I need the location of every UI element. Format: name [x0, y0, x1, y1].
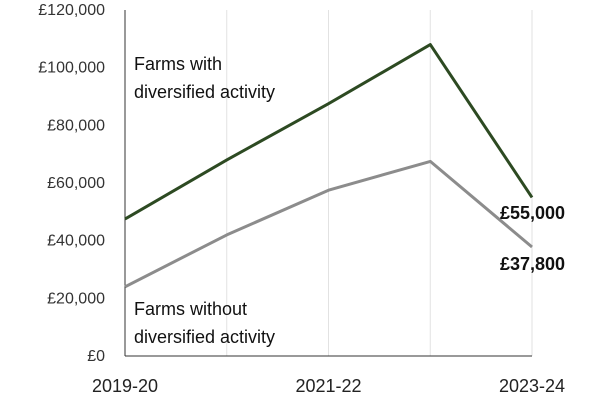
axes: £0 £20,000 £40,000 £60,000 £80,000 £100,000 £1… — [38, 2, 565, 396]
x-tick-label: 2019-20 — [92, 376, 158, 396]
series-label-with-line-2: diversified activity — [134, 82, 275, 102]
y-tick-label: £0 — [87, 348, 105, 365]
y-tick-label: £80,000 — [47, 117, 105, 134]
series-label-with-line-1: Farms with — [134, 54, 222, 74]
y-tick-label: £60,000 — [47, 175, 105, 192]
series-lines — [124, 43, 534, 289]
x-tick-label: 2021-22 — [295, 376, 361, 396]
series-label-without-line-1: Farms without — [134, 299, 247, 319]
y-tick-label: £40,000 — [47, 233, 105, 250]
x-tick-label: 2023-24 — [499, 376, 565, 396]
series-label-without-line-2: diversified activity — [134, 327, 275, 347]
labels: Farms with diversified activity Farms wi… — [134, 54, 565, 347]
y-tick-label: £120,000 — [38, 2, 105, 19]
y-tick-label: £20,000 — [47, 290, 105, 307]
end-label-with: £55,000 — [500, 203, 565, 223]
y-tick-label: £100,000 — [38, 60, 105, 77]
end-label-without: £37,800 — [500, 254, 565, 274]
